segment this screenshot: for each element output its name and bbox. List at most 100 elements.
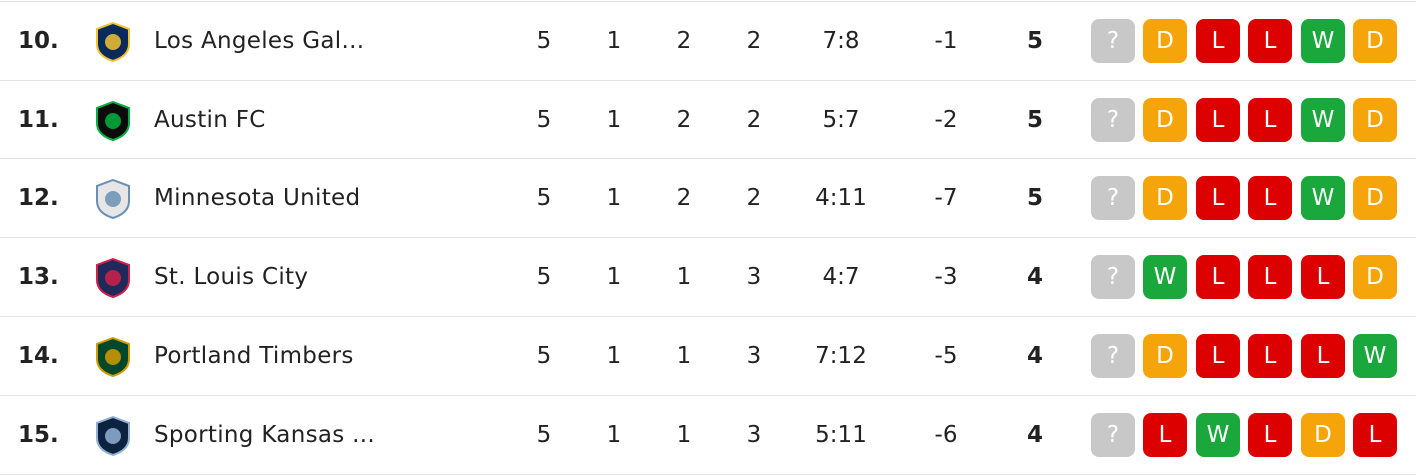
- form-badge[interactable]: W: [1143, 255, 1187, 300]
- form-badge[interactable]: ?: [1091, 412, 1135, 457]
- diff: -3: [934, 264, 958, 291]
- wins: 1: [606, 28, 622, 54]
- goals: 5:7: [822, 106, 860, 133]
- points: 4: [1026, 264, 1044, 291]
- form-badge[interactable]: L: [1196, 333, 1240, 378]
- form-badge[interactable]: D: [1353, 97, 1397, 142]
- rank: 13.: [18, 264, 59, 291]
- form-badge[interactable]: D: [1353, 176, 1397, 221]
- points: 4: [1026, 421, 1044, 448]
- form-badge[interactable]: D: [1353, 255, 1397, 300]
- form-badge[interactable]: L: [1353, 412, 1397, 457]
- form-badge[interactable]: D: [1143, 176, 1187, 221]
- rank: 12.: [18, 185, 59, 212]
- table-row[interactable]: 12. Minnesota United 5 1 2 2 4:11 -7 5? D L L W D: [0, 158, 1416, 237]
- table-row[interactable]: 11. Austin FC 5 1 2 2 5:7 -2 5? D L L W D: [0, 79, 1416, 159]
- form-badge[interactable]: ?: [1091, 333, 1135, 378]
- draws: 2: [676, 106, 692, 133]
- goals: 5:11: [815, 421, 867, 448]
- diff: -2: [934, 106, 958, 133]
- form-badge[interactable]: L: [1301, 333, 1345, 378]
- rank: 14.: [18, 342, 59, 369]
- played: 5: [536, 342, 552, 369]
- draws: 2: [676, 185, 692, 212]
- wins: 1: [606, 264, 622, 291]
- diff: -1: [934, 28, 958, 54]
- rank: 15.: [18, 421, 59, 448]
- team-logo: [96, 179, 130, 220]
- goals: 7:12: [815, 342, 867, 369]
- team-logo: [96, 336, 130, 377]
- form-badge[interactable]: W: [1353, 333, 1397, 378]
- table-row[interactable]: 14. Portland Timbers 5 1 1 3 7:12 -5 4? D L L L W: [0, 315, 1416, 395]
- wins: 1: [606, 106, 622, 133]
- form-badge[interactable]: L: [1301, 255, 1345, 300]
- form-badge[interactable]: D: [1143, 19, 1187, 63]
- goals: 4:11: [815, 185, 867, 212]
- points: 5: [1026, 185, 1044, 212]
- wins: 1: [606, 421, 622, 448]
- draws: 1: [676, 342, 692, 369]
- form-badge[interactable]: D: [1143, 97, 1187, 142]
- team-name[interactable]: Sporting Kansas ...: [154, 421, 375, 448]
- table-row[interactable]: 13. St. Louis City 5 1 1 3 4:7 -3 4? W L L L D: [0, 237, 1416, 316]
- team-name[interactable]: Portland Timbers: [154, 342, 354, 369]
- diff: -5: [934, 342, 958, 369]
- losses: 3: [746, 342, 762, 369]
- team-name[interactable]: St. Louis City: [154, 264, 309, 291]
- table-row[interactable]: 15. Sporting Kansas ... 5 1 1 3 5:11 -6 4? L W L D L: [0, 394, 1416, 475]
- draws: 2: [676, 28, 692, 54]
- rank: 11.: [18, 106, 59, 133]
- form-badge[interactable]: L: [1248, 19, 1292, 63]
- wins: 1: [606, 342, 622, 369]
- form-badge[interactable]: ?: [1091, 176, 1135, 221]
- form-badge[interactable]: ?: [1091, 97, 1135, 142]
- team-name[interactable]: Los Angeles Gal...: [154, 28, 365, 54]
- losses: 2: [746, 28, 762, 54]
- team-logo: [96, 22, 130, 62]
- team-logo: [96, 415, 130, 456]
- form-badge[interactable]: L: [1196, 255, 1240, 300]
- form-badge[interactable]: L: [1248, 255, 1292, 300]
- played: 5: [536, 28, 552, 54]
- points: 5: [1026, 28, 1044, 54]
- team-logo: [96, 100, 130, 141]
- form-badge[interactable]: W: [1301, 176, 1345, 221]
- form-badge[interactable]: ?: [1091, 255, 1135, 300]
- form-badge[interactable]: L: [1196, 19, 1240, 63]
- played: 5: [536, 264, 552, 291]
- team-name[interactable]: Austin FC: [154, 106, 266, 133]
- points: 5: [1026, 106, 1044, 133]
- draws: 1: [676, 421, 692, 448]
- form-badge[interactable]: D: [1301, 412, 1345, 457]
- goals: 7:8: [822, 28, 860, 54]
- played: 5: [536, 106, 552, 133]
- wins: 1: [606, 185, 622, 212]
- form-badge[interactable]: W: [1301, 19, 1345, 63]
- losses: 3: [746, 264, 762, 291]
- form-badge[interactable]: D: [1143, 333, 1187, 378]
- form-badge[interactable]: L: [1196, 176, 1240, 221]
- losses: 3: [746, 421, 762, 448]
- diff: -7: [934, 185, 958, 212]
- played: 5: [536, 185, 552, 212]
- form-badge[interactable]: L: [1196, 97, 1240, 142]
- form-badge[interactable]: ?: [1091, 19, 1135, 63]
- team-logo: [96, 258, 130, 299]
- team-name[interactable]: Minnesota United: [154, 185, 361, 212]
- form-badge[interactable]: W: [1301, 97, 1345, 142]
- form-badge[interactable]: L: [1248, 412, 1292, 457]
- losses: 2: [746, 185, 762, 212]
- form-badge[interactable]: L: [1143, 412, 1187, 457]
- points: 4: [1026, 342, 1044, 369]
- goals: 4:7: [822, 264, 860, 291]
- form-badge[interactable]: L: [1248, 176, 1292, 221]
- form-badge[interactable]: D: [1353, 19, 1397, 63]
- form-badge[interactable]: L: [1248, 97, 1292, 142]
- table-row[interactable]: 10. Los Angeles Gal... 5 1 2 2 7:8 -1 5? D L L W D: [0, 1, 1416, 80]
- form-badge[interactable]: L: [1248, 333, 1292, 378]
- played: 5: [536, 421, 552, 448]
- form-badge[interactable]: W: [1196, 412, 1240, 457]
- losses: 2: [746, 106, 762, 133]
